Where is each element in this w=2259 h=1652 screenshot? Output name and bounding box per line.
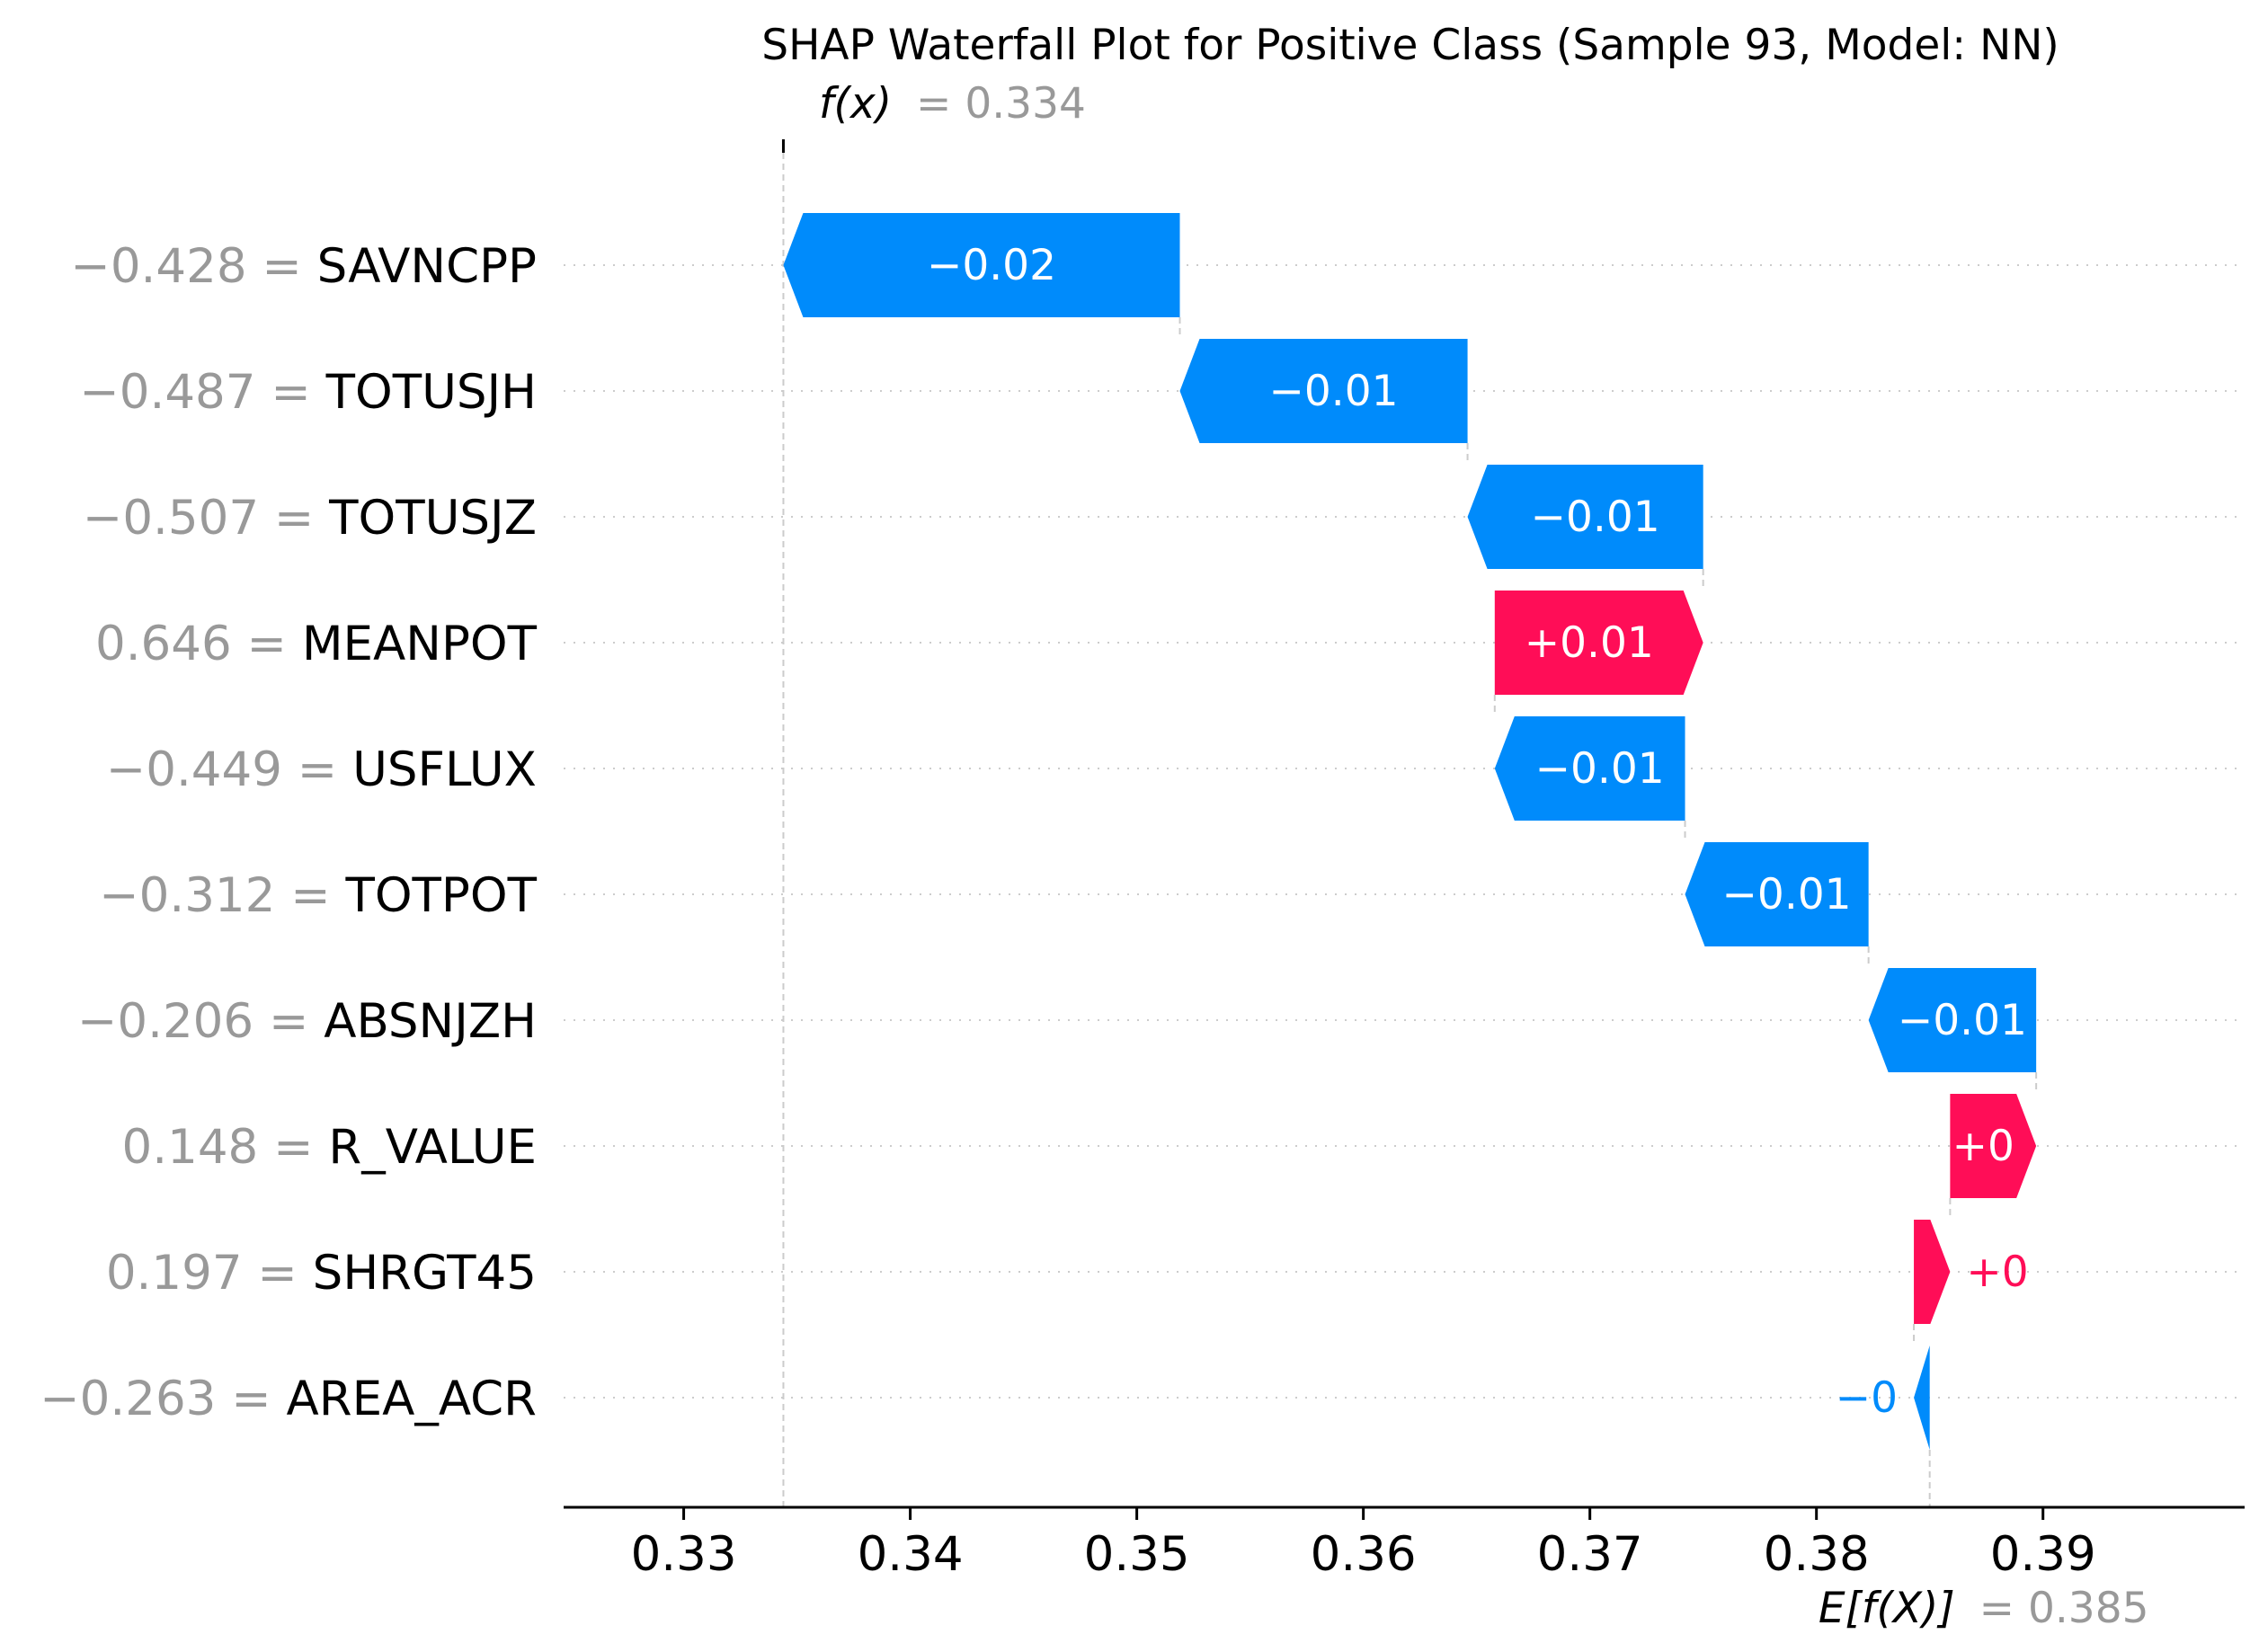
bar-area-acr <box>1914 1346 1930 1450</box>
feature-label: −0.507 = TOTUSJZ <box>83 491 537 546</box>
feature-name: AREA_ACR <box>287 1372 537 1426</box>
fx-value: = 0.334 <box>916 79 1086 129</box>
fx-annotation: f(x) = 0.334 <box>819 79 1086 129</box>
bar-value-label: +0 <box>1952 1122 2014 1171</box>
bar-totusjh <box>1179 339 1468 443</box>
feature-label: −0.206 = ABSNJZH <box>77 994 537 1049</box>
feature-name: R_VALUE <box>328 1120 537 1175</box>
bar-absnjzh <box>1868 968 2037 1072</box>
bar-value-label: +0 <box>1966 1248 2028 1297</box>
feature-value: 0.148 = <box>122 1120 329 1175</box>
bar-value-label: +0.01 <box>1525 618 1654 668</box>
bar-value-label: −0.01 <box>1898 996 2027 1045</box>
feature-label: 0.148 = R_VALUE <box>122 1120 537 1175</box>
feature-name: MEANPOT <box>302 617 538 671</box>
x-tick-label: 0.35 <box>1084 1527 1190 1582</box>
feature-value: −0.449 = <box>106 742 352 797</box>
feature-labels: −0.428 = SAVNCPP −0.487 = TOTUSJH −0.507 =… <box>40 239 537 1426</box>
bar-value-label: −0.01 <box>1722 870 1852 919</box>
x-tick-label: 0.37 <box>1537 1527 1643 1582</box>
x-tick-label: 0.36 <box>1311 1527 1417 1582</box>
bar-meanpot <box>1494 591 1703 695</box>
fx-label: f(x) <box>819 79 892 129</box>
bar-r-value <box>1950 1094 2037 1198</box>
x-axis: 0.33 0.34 0.35 0.36 0.37 0.38 0.39 <box>564 1505 2245 1582</box>
feature-label: −0.312 = TOTPOT <box>99 868 537 923</box>
bar-value-label: −0.01 <box>1531 493 1660 542</box>
feature-label: −0.449 = USFLUX <box>106 742 537 797</box>
feature-value: −0.206 = <box>77 994 324 1049</box>
bar-savncpp <box>783 213 1180 317</box>
bar-usflux <box>1494 716 1685 821</box>
feature-value: −0.263 = <box>40 1372 286 1426</box>
feature-value: −0.312 = <box>99 868 345 923</box>
feature-label: −0.428 = SAVNCPP <box>70 239 537 294</box>
feature-name: USFLUX <box>352 742 537 797</box>
feature-value: −0.487 = <box>79 365 325 420</box>
bar-totusjz <box>1467 465 1703 569</box>
x-tick-label: 0.39 <box>1990 1527 2096 1582</box>
x-tick-label: 0.33 <box>631 1527 737 1582</box>
feature-value: 0.197 = <box>106 1246 313 1301</box>
chart-title: SHAP Waterfall Plot for Positive Class (… <box>761 21 2059 70</box>
feature-name: SHRGT45 <box>313 1246 537 1301</box>
feature-name: TOTUSJH <box>325 365 537 420</box>
bar-value-label: −0.01 <box>1269 367 1399 416</box>
contribution-bars: −0.02 −0.01 −0.01 +0.01 −0.01 −0.01 −0.01 +0 +0 −… <box>783 213 2037 1450</box>
feature-name: SAVNCPP <box>317 239 537 294</box>
feature-value: −0.507 = <box>83 491 329 546</box>
feature-value: 0.646 = <box>95 617 302 671</box>
bar-value-label: −0.02 <box>927 241 1056 290</box>
feature-name: ABSNJZH <box>324 994 537 1049</box>
bar-totpot <box>1685 842 1869 946</box>
x-tick-label: 0.34 <box>858 1527 964 1582</box>
bar-shrgt45 <box>1914 1220 1951 1324</box>
efx-label: E[f(X)] <box>1819 1584 1955 1633</box>
efx-annotation: E[f(X)] = 0.385 <box>1819 1584 2149 1633</box>
feature-value: −0.428 = <box>70 239 316 294</box>
feature-label: −0.263 = AREA_ACR <box>40 1372 537 1426</box>
feature-label: 0.197 = SHRGT45 <box>106 1246 537 1301</box>
feature-name: TOTUSJZ <box>328 491 537 546</box>
connector-lines <box>781 139 2038 1507</box>
x-tick-label: 0.38 <box>1764 1527 1870 1582</box>
bar-value-label: −0 <box>1836 1373 1898 1423</box>
efx-value: = 0.385 <box>1979 1584 2149 1633</box>
feature-name: TOTPOT <box>344 868 537 923</box>
bar-value-label: −0.01 <box>1535 744 1665 794</box>
feature-label: 0.646 = MEANPOT <box>95 617 538 671</box>
feature-label: −0.487 = TOTUSJH <box>79 365 537 420</box>
